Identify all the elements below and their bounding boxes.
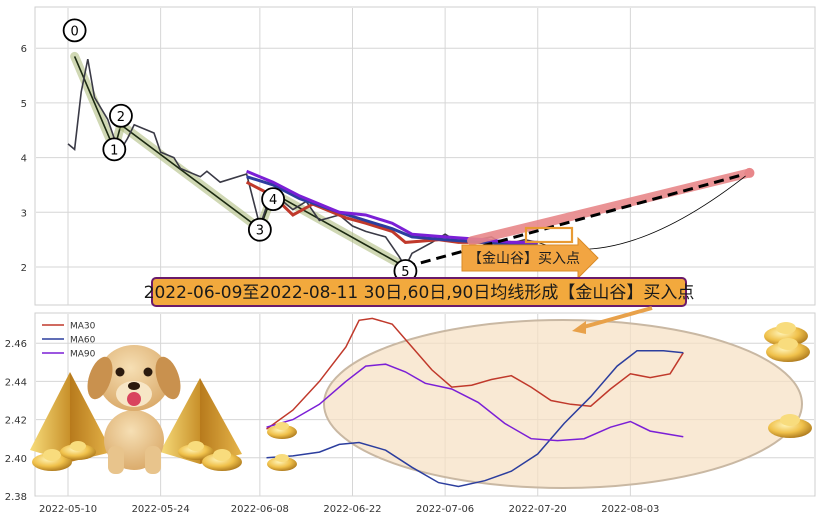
y-tick-label: 2.42: [5, 416, 27, 427]
moving-average-line: [246, 169, 538, 244]
ma-line-ma30: [266, 317, 684, 430]
gold-ingot-icon: [764, 322, 812, 438]
wave-segment: [120, 124, 261, 230]
trend-dashed-line: [405, 171, 750, 269]
trend-target-marker: [744, 167, 755, 178]
x-tick-label: 2022-06-22: [323, 504, 381, 515]
x-tick-label: 2022-07-20: [509, 504, 567, 515]
price-panel: 2 3 4 5 6 0 1 2 3 4 5: [21, 6, 816, 306]
x-tick-label: 2022-05-24: [132, 504, 190, 515]
x-tick-label: 2022-06-08: [231, 504, 289, 515]
annotation-text: 2022-06-09至2022-08-11 30日,60日,90日均线形成【金山…: [144, 283, 695, 303]
y-tick-label: 3: [21, 208, 27, 219]
wave-point-label: 5: [401, 265, 409, 280]
y-tick-label: 5: [21, 99, 27, 110]
wave-point-marker: [102, 137, 127, 162]
pointer-arrow: [572, 306, 653, 334]
gold-pyramid-icon: [30, 372, 112, 462]
y-tick-label: 2: [21, 263, 27, 274]
wave-point-marker: [247, 217, 272, 242]
gold-pyramid-icon: [160, 378, 242, 464]
x-tick-label: 2022-08-03: [601, 504, 659, 515]
wave-point-marker: [109, 103, 133, 128]
wave-point-marker: [62, 18, 87, 43]
wave-point-label: 4: [269, 193, 277, 208]
x-axis-ticks: 2022-05-10 2022-05-24 2022-06-08 2022-06-22…: [39, 504, 659, 515]
legend-label: MA60: [70, 336, 96, 346]
ma-line-ma60: [266, 350, 684, 488]
y-tick-label: 2.40: [5, 454, 27, 465]
wave-point-marker: [261, 187, 286, 212]
ma-line-ma90: [266, 363, 684, 442]
highlight-ellipse: [323, 319, 803, 489]
gold-ingot-icon: [267, 422, 297, 471]
wave-segments: [70, 51, 410, 272]
wave-point-labels: 0 1 2 3 4 5: [62, 18, 418, 283]
x-tick-label: 2022-05-10: [39, 504, 97, 515]
price-y-ticks: 2 3 4 5 6: [21, 44, 27, 274]
moving-average-lines: [245, 169, 538, 246]
ma-panel: 2.38 2.40 2.42 2.44 2.46 2022-05-10 2022-05-2…: [5, 312, 816, 515]
ma-y-ticks: 2.38 2.40 2.42 2.44 2.46: [5, 339, 27, 503]
y-tick-label: 2.38: [5, 492, 27, 503]
moving-average-line: [246, 175, 538, 246]
ma-series-lines: [266, 317, 684, 488]
wave-point-label: 0: [70, 24, 78, 39]
wave-point-label: 3: [256, 224, 264, 239]
wave-segment: [73, 56, 116, 150]
puppy-illustration: [87, 345, 181, 474]
wave-segment: [272, 192, 406, 268]
wave-point-label: 2: [117, 110, 125, 125]
buy-point-arrow-label: 【金山谷】买入点: [468, 251, 580, 267]
wave-point-label: 1: [110, 143, 118, 158]
legend: MA30 MA60 MA90: [42, 322, 96, 360]
x-tick-label: 2022-07-06: [416, 504, 474, 515]
legend-label: MA90: [70, 350, 96, 360]
annotation-box: 2022-06-09至2022-08-11 30日,60日,90日均线形成【金山…: [144, 277, 695, 307]
y-tick-label: 6: [21, 44, 27, 55]
legend-label: MA30: [70, 322, 96, 332]
gold-ingot-icon: [32, 441, 242, 471]
buy-point-arrow: 【金山谷】买入点: [461, 236, 599, 280]
buy-zone-box: [524, 226, 574, 244]
y-tick-label: 2.46: [5, 339, 27, 350]
y-tick-label: 4: [21, 154, 27, 165]
y-tick-label: 2.44: [5, 377, 27, 388]
